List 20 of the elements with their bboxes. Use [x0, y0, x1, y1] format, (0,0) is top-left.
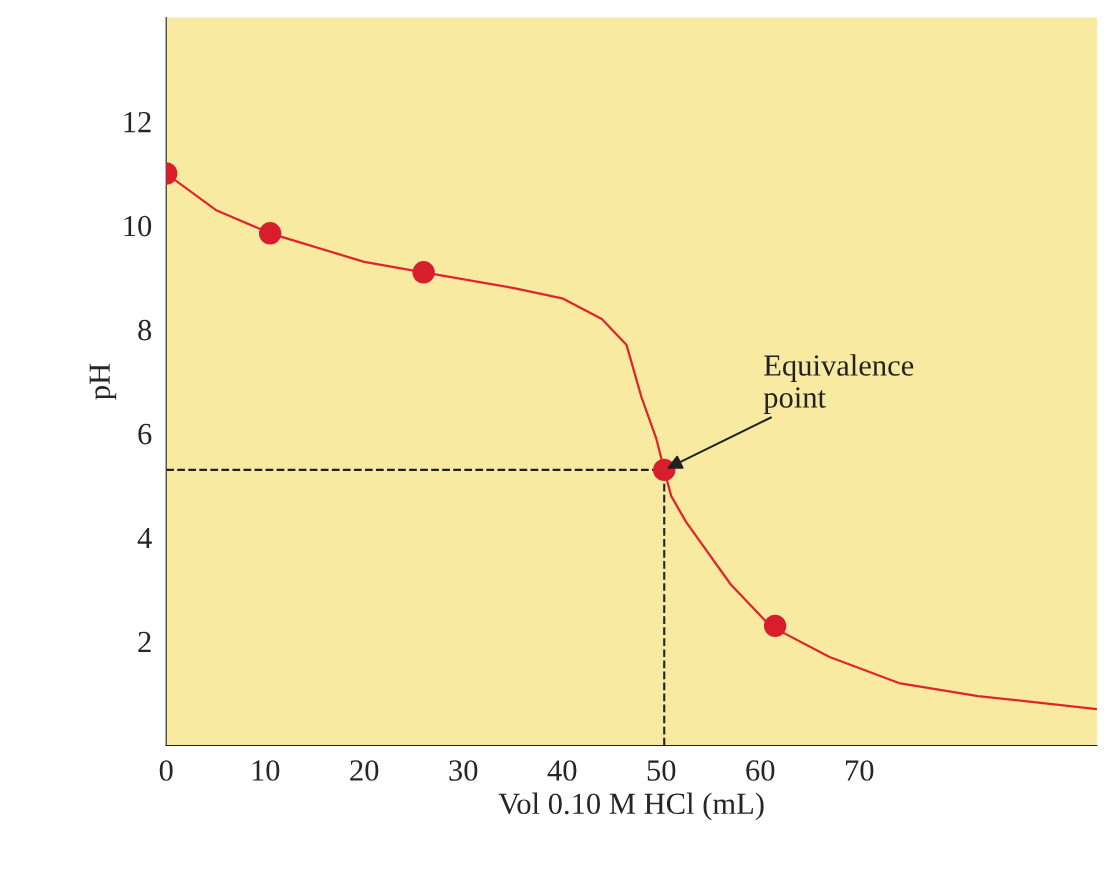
x-tick-label: 0: [159, 760, 173, 781]
y-axis-title: pH: [89, 363, 117, 400]
x-tick-label: 30: [449, 760, 478, 781]
y-tick-label: 12: [124, 111, 151, 133]
y-tick-label: 2: [138, 631, 151, 653]
y-tick-label: 10: [124, 215, 152, 237]
y-tick-label: 4: [137, 527, 152, 549]
point: [258, 222, 282, 245]
x-tick-label: 60: [746, 760, 775, 781]
x-tick-label: 10: [252, 760, 280, 781]
point: [412, 261, 435, 284]
x-tick-label: 50: [647, 760, 676, 781]
x-tick-label: 70: [846, 760, 874, 781]
x-axis-title: Vol 0.10 M HCl (mL): [498, 792, 764, 821]
x-tick-label: 20: [350, 760, 379, 781]
y-tick-label: 8: [138, 319, 152, 341]
annotation: Equivalence point: [763, 354, 914, 414]
x-tick-label: 40: [547, 760, 577, 781]
y-tick-label: 6: [138, 423, 152, 445]
point: [763, 614, 787, 638]
